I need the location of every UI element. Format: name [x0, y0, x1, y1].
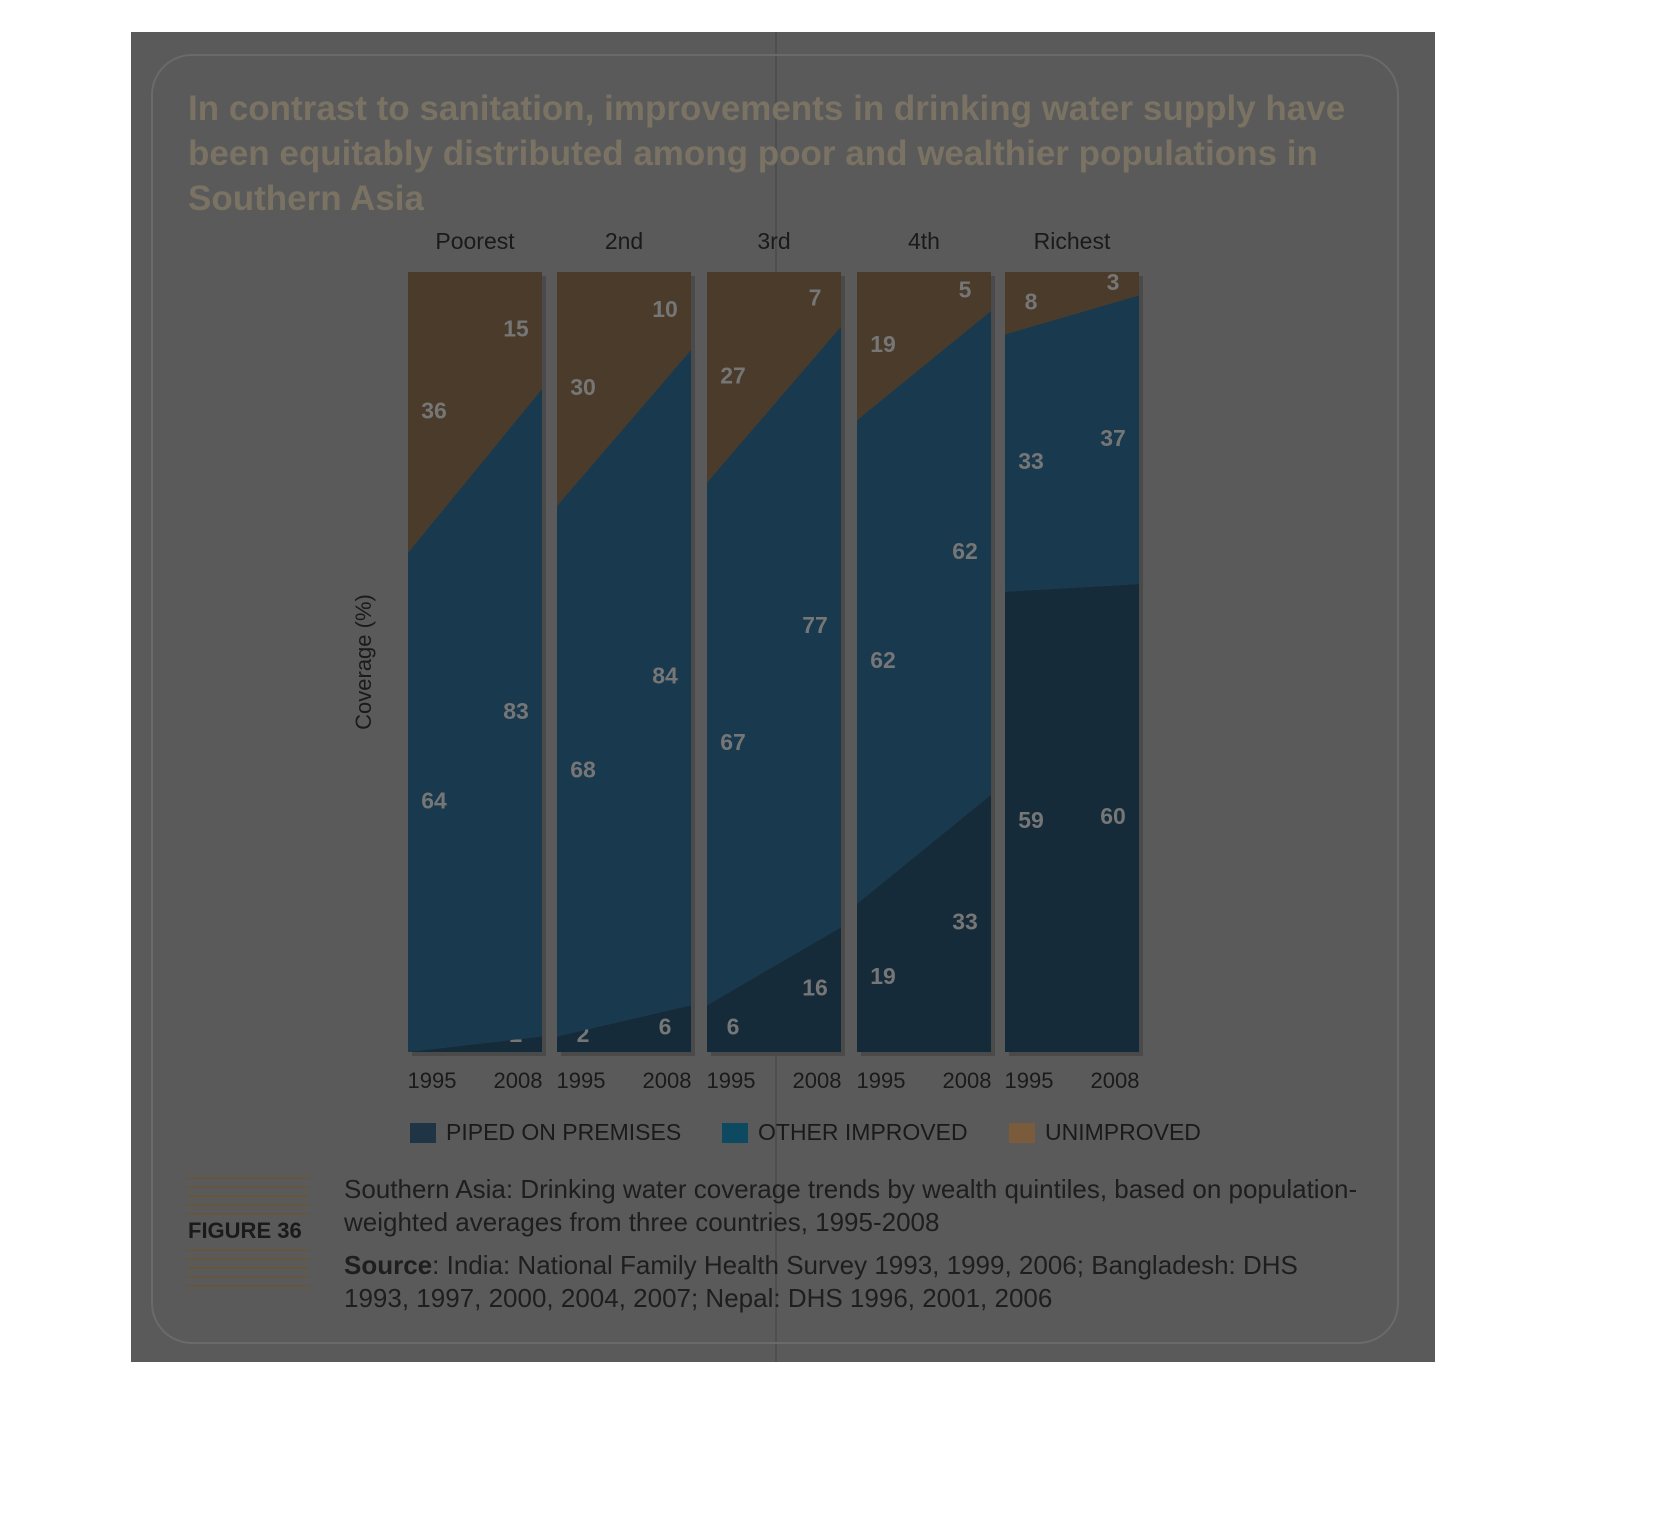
- area-segment: [557, 1005, 691, 1052]
- area-segment: [707, 326, 841, 1006]
- value-label: 68: [570, 756, 596, 782]
- source-label: Source: [344, 1250, 433, 1280]
- source-text: : India: National Family Health Survey 1…: [344, 1250, 1298, 1313]
- value-label: 77: [802, 612, 828, 638]
- x-tick-label: 1995: [557, 1068, 606, 1093]
- area-segment: [408, 272, 542, 553]
- y-axis-label: Coverage (%): [351, 594, 376, 730]
- value-label: 7: [809, 284, 822, 310]
- value-label: 33: [952, 908, 978, 934]
- figure-rules: [187, 1177, 309, 1287]
- legend-swatch: [722, 1123, 748, 1143]
- value-label: 36: [421, 397, 447, 423]
- legend-label: OTHER IMPROVED: [758, 1119, 968, 1145]
- legend-swatch: [410, 1123, 436, 1143]
- value-label: 59: [1018, 807, 1044, 833]
- value-label: 19: [870, 963, 896, 989]
- value-label: 30: [570, 374, 596, 400]
- x-tick-label: 2008: [943, 1068, 992, 1093]
- value-label: 19: [870, 331, 896, 357]
- area-segment: [707, 927, 841, 1052]
- value-label: 6: [727, 1014, 740, 1040]
- panel-label: 4th: [908, 228, 940, 254]
- x-tick-label: 1995: [1005, 1068, 1054, 1093]
- chart-title: In contrast to sanitation, improvements …: [188, 89, 1346, 218]
- value-label: 62: [952, 538, 978, 564]
- x-tick-label: 1995: [707, 1068, 756, 1093]
- area-segment: [857, 272, 991, 421]
- legend-label: PIPED ON PREMISES: [446, 1119, 681, 1145]
- value-label: 3: [1107, 269, 1120, 295]
- area-segment: [408, 1036, 542, 1052]
- value-label: 33: [1018, 448, 1044, 474]
- value-label: 67: [720, 729, 746, 755]
- value-label: 62: [870, 647, 896, 673]
- value-label: 60: [1100, 803, 1126, 829]
- caption: Southern Asia: Drinking water coverage t…: [344, 1174, 1358, 1237]
- area-segment: [557, 350, 691, 1037]
- value-label: 64: [421, 787, 447, 813]
- x-tick-label: 1995: [408, 1068, 457, 1093]
- source: Source: India: National Family Health Su…: [344, 1249, 1364, 1315]
- value-label: 6: [659, 1014, 672, 1040]
- value-label: 84: [652, 663, 678, 689]
- area-segment: [707, 272, 841, 483]
- x-tick-label: 2008: [494, 1068, 543, 1093]
- value-label: 83: [503, 698, 529, 724]
- value-label: 15: [503, 316, 529, 342]
- area-segment: [1005, 295, 1139, 592]
- panel-label: Poorest: [435, 228, 515, 254]
- legend-swatch: [1009, 1123, 1035, 1143]
- value-label: 37: [1100, 425, 1126, 451]
- area-segment: [857, 794, 991, 1052]
- panel-label: 3rd: [757, 228, 790, 254]
- area-segment: [1005, 272, 1139, 335]
- value-label: 27: [720, 362, 746, 388]
- value-label: 8: [1025, 288, 1038, 314]
- value-label: 10: [652, 296, 678, 322]
- legend-label: UNIMPROVED: [1045, 1119, 1201, 1145]
- frame: [151, 54, 1399, 1344]
- figure-label: FIGURE 36: [188, 1218, 302, 1243]
- value-label: 5: [959, 277, 972, 303]
- panel-label: Richest: [1034, 228, 1111, 254]
- area-segment: [557, 272, 691, 506]
- area-segment: [857, 311, 991, 904]
- x-tick-label: 2008: [793, 1068, 842, 1093]
- x-tick-label: 2008: [1091, 1068, 1140, 1093]
- area-segment: [408, 389, 542, 1052]
- value-label: 16: [802, 975, 828, 1001]
- x-tick-label: 1995: [857, 1068, 906, 1093]
- panel-label: 2nd: [605, 228, 643, 254]
- x-tick-label: 2008: [643, 1068, 692, 1093]
- area-segment: [1005, 584, 1139, 1052]
